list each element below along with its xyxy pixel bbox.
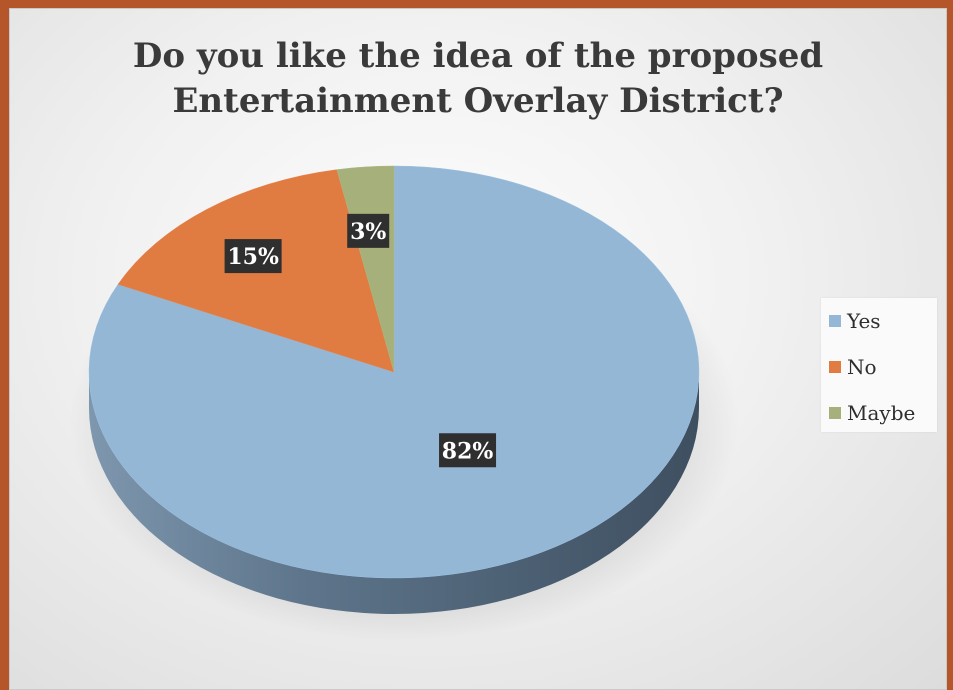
chart-title-line-2: Entertainment Overlay District?	[172, 81, 784, 121]
pie-side-wall	[89, 372, 699, 614]
data-label-box-no	[224, 239, 282, 274]
chart-title: Do you like the idea of the proposed Ent…	[9, 34, 947, 124]
pie-chart: 82% 15% 3%	[69, 165, 739, 642]
data-label-text-no: 15%	[227, 244, 279, 270]
legend-item-no: No	[821, 344, 937, 390]
data-label-no: 15%	[224, 239, 282, 274]
data-label-text-yes: 82%	[442, 438, 494, 464]
legend-label-maybe: Maybe	[847, 401, 916, 425]
data-label-box-yes	[439, 433, 497, 468]
legend-swatch-maybe	[829, 407, 841, 419]
data-label-maybe: 3%	[347, 213, 390, 248]
legend-item-yes: Yes	[821, 298, 937, 344]
chart-title-line-1: Do you like the idea of the proposed	[132, 36, 824, 76]
chart-area: Do you like the idea of the proposed Ent…	[9, 8, 947, 690]
data-label-box-maybe	[347, 213, 390, 248]
legend-label-no: No	[847, 355, 877, 379]
data-label-yes: 82%	[439, 433, 497, 468]
legend-item-maybe: Maybe	[821, 390, 937, 436]
data-label-text-maybe: 3%	[350, 219, 386, 245]
legend-swatch-no	[829, 361, 841, 373]
legend-swatch-yes	[829, 315, 841, 327]
legend-label-yes: Yes	[847, 309, 881, 333]
chart-legend: Yes No Maybe	[821, 298, 937, 432]
